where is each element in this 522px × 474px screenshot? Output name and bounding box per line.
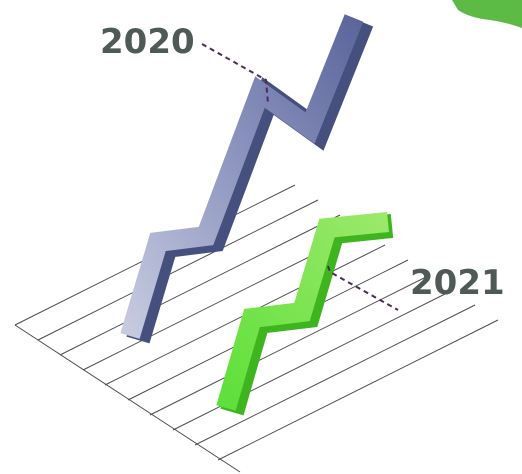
- leader-2020: [201, 43, 269, 105]
- blue-zigzag: [120, 14, 374, 344]
- leader-2021: [327, 265, 399, 311]
- year-label: 2021: [410, 263, 505, 303]
- green-zigzag: [216, 212, 394, 416]
- year-label: 2020: [100, 22, 195, 62]
- decor-blob: [452, 0, 522, 28]
